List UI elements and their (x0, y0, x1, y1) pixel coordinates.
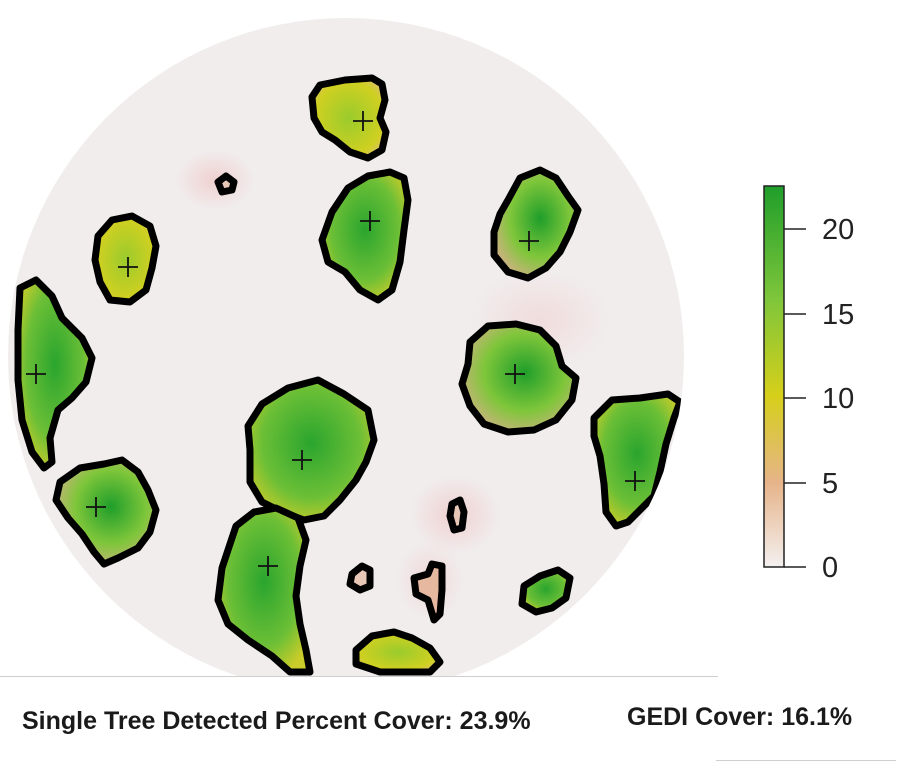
treetop-marker (86, 497, 106, 517)
legend-colorbar (763, 185, 785, 568)
single-tree-cover-caption: Single Tree Detected Percent Cover: 23.9… (22, 707, 531, 735)
treetop-marker (26, 364, 46, 384)
tree-crown (318, 168, 412, 304)
tree-crown (458, 320, 580, 436)
legend-tick-label: 5 (822, 468, 838, 500)
plot-footprint (8, 18, 684, 676)
treetop-marker (292, 450, 312, 470)
legend-tick-label: 0 (822, 552, 838, 584)
tree-crown (346, 562, 374, 594)
treetop-marker (505, 364, 525, 384)
color-legend: 0 5 10 15 20 (763, 185, 854, 584)
tree-crown (52, 456, 160, 568)
legend-tick-label: 15 (822, 299, 854, 331)
tree-crown (214, 504, 314, 676)
tree-crown (214, 172, 238, 196)
gedi-cover-caption: GEDI Cover: 16.1% (627, 703, 853, 731)
canopy-cover-raster-map: 0 5 10 15 20 (8, 18, 854, 676)
treetop-marker (360, 211, 380, 231)
tree-crown (446, 496, 468, 534)
treetop-markers (26, 111, 645, 576)
tree-crown (518, 566, 574, 616)
tree-crown (244, 376, 378, 524)
treetop-marker (118, 257, 138, 277)
tree-crown (410, 560, 446, 624)
tree-crown (490, 166, 582, 282)
divider (716, 760, 896, 761)
tree-crown (308, 74, 390, 162)
legend-tick-label: 10 (822, 383, 854, 415)
tree-crown (352, 628, 444, 676)
legend-tick-label: 20 (822, 214, 854, 246)
treetop-marker (258, 556, 278, 576)
treetop-marker (519, 231, 539, 251)
tree-crown (14, 276, 96, 472)
divider (0, 676, 718, 677)
tree-crown (91, 212, 160, 306)
treetop-marker (353, 111, 373, 131)
treetop-marker (625, 471, 645, 491)
